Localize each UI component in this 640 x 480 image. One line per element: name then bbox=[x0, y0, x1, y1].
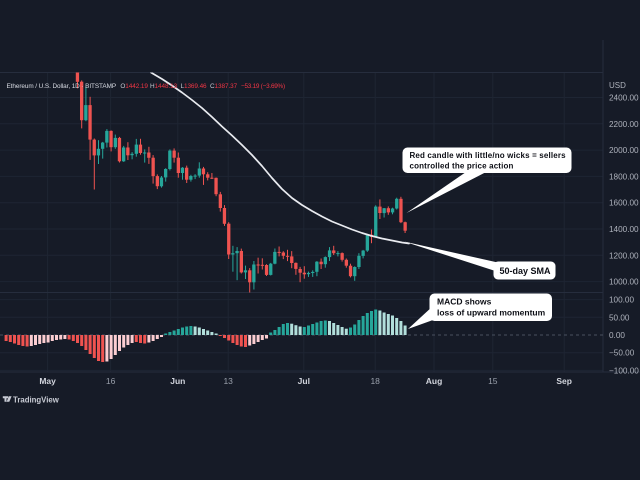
svg-text:controlled the price action: controlled the price action bbox=[410, 161, 514, 170]
svg-text:Sep: Sep bbox=[556, 376, 572, 386]
svg-text:May: May bbox=[39, 376, 56, 386]
svg-text:MACD shows: MACD shows bbox=[437, 297, 492, 307]
svg-text:50.00: 50.00 bbox=[609, 313, 630, 322]
svg-text:1800.00: 1800.00 bbox=[609, 172, 639, 181]
svg-text:50-day SMA: 50-day SMA bbox=[500, 266, 552, 276]
svg-text:1600.00: 1600.00 bbox=[609, 199, 639, 208]
svg-text:2000.00: 2000.00 bbox=[609, 146, 639, 155]
svg-text:−100.00: −100.00 bbox=[609, 366, 639, 375]
svg-text:18: 18 bbox=[370, 376, 380, 386]
svg-text:16: 16 bbox=[106, 376, 116, 386]
svg-text:100.00: 100.00 bbox=[609, 296, 634, 305]
svg-text:Red candle with little/no wick: Red candle with little/no wicks = seller… bbox=[410, 151, 567, 160]
svg-text:Jun: Jun bbox=[170, 376, 185, 386]
svg-text:TradingView: TradingView bbox=[13, 396, 60, 405]
svg-text:2400.00: 2400.00 bbox=[609, 94, 639, 103]
svg-text:13: 13 bbox=[223, 376, 233, 386]
svg-text:1000.00: 1000.00 bbox=[609, 278, 639, 287]
svg-text:Ethereum / U.S. Dollar, 1D · B: Ethereum / U.S. Dollar, 1D · BITSTAMP O14… bbox=[7, 83, 285, 90]
svg-text:2200.00: 2200.00 bbox=[609, 120, 639, 129]
svg-text:Aug: Aug bbox=[426, 376, 443, 386]
svg-text:1200.00: 1200.00 bbox=[609, 251, 639, 260]
svg-text:loss of upward momentum: loss of upward momentum bbox=[437, 307, 546, 317]
svg-text:−50.00: −50.00 bbox=[609, 349, 635, 358]
svg-text:0.00: 0.00 bbox=[609, 331, 625, 340]
svg-text:15: 15 bbox=[488, 376, 498, 386]
svg-text:Jul: Jul bbox=[298, 376, 310, 386]
svg-text:USD: USD bbox=[609, 81, 626, 90]
svg-text:1400.00: 1400.00 bbox=[609, 225, 639, 234]
